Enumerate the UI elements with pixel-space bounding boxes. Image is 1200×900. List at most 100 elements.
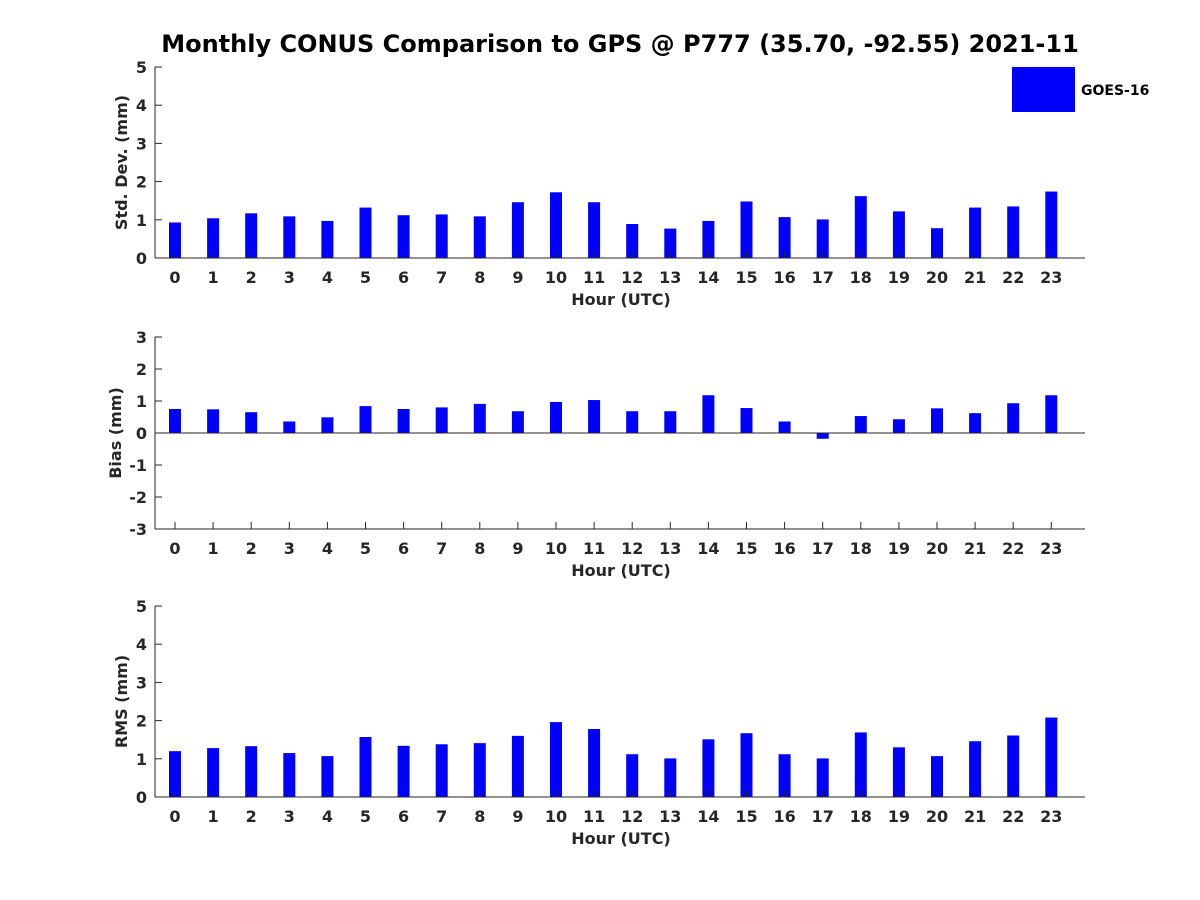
x-tick-label: 12 (621, 268, 643, 287)
bar (778, 217, 791, 258)
x-tick-label: 17 (812, 539, 834, 558)
bar (1045, 717, 1058, 797)
x-tick-label: 16 (773, 268, 795, 287)
x-tick-label: 12 (621, 539, 643, 558)
y-tick-label: 3 (136, 328, 147, 347)
y-axis-label: Bias (mm) (106, 387, 125, 479)
y-tick-label: 4 (136, 635, 147, 654)
y-tick-label: 2 (136, 360, 147, 379)
x-tick-label: 0 (169, 268, 180, 287)
bar (550, 401, 562, 433)
x-tick-label: 0 (169, 539, 180, 558)
bar (854, 732, 867, 797)
y-tick-label: -1 (129, 456, 147, 475)
y-tick-label: 1 (136, 750, 147, 769)
x-tick-label: 3 (284, 268, 295, 287)
bar (816, 433, 829, 439)
bar (511, 411, 524, 433)
bar (169, 751, 181, 797)
bar (359, 737, 372, 797)
y-tick-label: 2 (136, 712, 147, 731)
x-tick-label: 13 (659, 268, 681, 287)
x-tick-label: 18 (850, 268, 872, 287)
x-tick-label: 8 (474, 539, 485, 558)
bar (169, 222, 181, 258)
y-tick-label: 1 (136, 211, 147, 230)
legend-swatch (1012, 67, 1075, 112)
x-axis-label: Hour (UTC) (571, 290, 671, 309)
bar (892, 747, 905, 797)
x-tick-label: 10 (545, 807, 567, 826)
x-tick-label: 8 (474, 807, 485, 826)
bar (169, 409, 181, 433)
bar (1045, 191, 1058, 258)
x-tick-label: 1 (208, 807, 219, 826)
x-tick-label: 4 (322, 807, 333, 826)
x-tick-label: 15 (735, 268, 757, 287)
x-tick-label: 22 (1002, 807, 1024, 826)
x-tick-label: 22 (1002, 539, 1024, 558)
bar (207, 748, 220, 797)
x-tick-label: 20 (926, 539, 948, 558)
bar (664, 758, 677, 797)
y-tick-label: -2 (129, 488, 147, 507)
x-tick-label: 15 (735, 539, 757, 558)
y-tick-label: -3 (129, 520, 147, 539)
x-tick-label: 6 (398, 807, 409, 826)
bar (435, 744, 448, 797)
x-tick-label: 1 (208, 268, 219, 287)
bar (283, 421, 296, 433)
y-tick-label: 4 (136, 96, 147, 115)
y-tick-label: 5 (136, 58, 147, 77)
x-tick-label: 13 (659, 807, 681, 826)
x-tick-label: 11 (583, 539, 605, 558)
bar (207, 409, 220, 433)
x-tick-label: 19 (888, 268, 910, 287)
x-tick-label: 2 (246, 807, 257, 826)
bar (283, 216, 296, 258)
bar (435, 407, 448, 433)
bar (892, 419, 905, 433)
bar (473, 743, 486, 797)
bar (892, 211, 905, 258)
x-tick-label: 2 (246, 268, 257, 287)
bar (931, 756, 943, 797)
x-tick-label: 9 (512, 539, 523, 558)
x-tick-label: 20 (926, 268, 948, 287)
x-tick-label: 5 (360, 539, 371, 558)
bar (359, 406, 372, 433)
bar (321, 417, 334, 433)
bar (702, 395, 715, 433)
bar (245, 746, 258, 797)
bar (664, 228, 677, 258)
bar (740, 201, 753, 258)
x-tick-label: 6 (398, 539, 409, 558)
x-tick-label: 1 (208, 539, 219, 558)
x-tick-label: 2 (246, 539, 257, 558)
y-tick-label: 0 (136, 424, 147, 443)
bar (626, 224, 639, 258)
bar (702, 739, 715, 797)
x-axis-label: Hour (UTC) (571, 829, 671, 848)
y-tick-label: 0 (136, 788, 147, 807)
y-tick-label: 5 (136, 597, 147, 616)
bar (664, 411, 677, 433)
bar (588, 202, 601, 258)
bar (511, 202, 524, 258)
bar (321, 756, 334, 797)
bar (969, 741, 982, 797)
bar (397, 745, 410, 797)
bar (778, 754, 791, 797)
x-tick-label: 18 (850, 807, 872, 826)
bar (1045, 395, 1058, 433)
x-tick-label: 15 (735, 807, 757, 826)
y-axis-label: RMS (mm) (112, 655, 131, 748)
x-tick-label: 23 (1040, 268, 1062, 287)
bar (816, 219, 829, 258)
x-tick-label: 14 (697, 807, 719, 826)
y-tick-label: 3 (136, 673, 147, 692)
x-tick-label: 8 (474, 268, 485, 287)
y-tick-label: 3 (136, 134, 147, 153)
